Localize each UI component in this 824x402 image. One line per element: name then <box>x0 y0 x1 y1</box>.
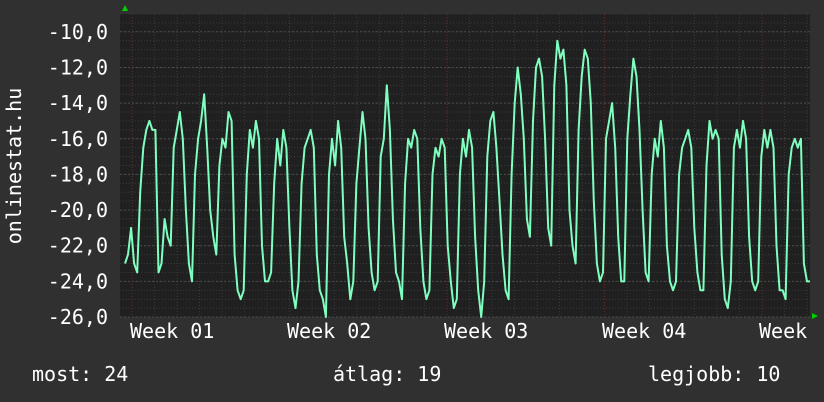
x-tick-label: Week 03 <box>444 319 528 343</box>
x-tick-label: Week 04 <box>602 319 686 343</box>
grid <box>120 13 810 318</box>
best-value: legjobb: 10 <box>648 362 781 386</box>
y-tick-label: -14,0 <box>48 91 108 115</box>
y-tick-label: -24,0 <box>48 269 108 293</box>
y-tick-label: -10,0 <box>48 20 108 44</box>
current-value: most: 24 <box>32 362 129 386</box>
y-axis-ticks: -10,0 -12,0 -14,0 -16,0 -18,0 -20,0 -22,0 -24,0… <box>48 20 108 329</box>
y-axis-label: onlinestat.hu <box>2 88 26 245</box>
y-tick-label: -16,0 <box>48 127 108 151</box>
y-tick-label: -26,0 <box>48 305 108 329</box>
x-tick-label: Week 01 <box>130 319 214 343</box>
y-tick-label: -22,0 <box>48 234 108 258</box>
series-layer <box>124 39 810 318</box>
y-axis-arrow <box>122 5 128 11</box>
x-tick-label: Week <box>759 319 807 343</box>
y-tick-label: -18,0 <box>48 162 108 186</box>
x-axis-ticks: Week 01 Week 02 Week 03 Week 04 Week <box>130 319 807 343</box>
x-tick-label: Week 02 <box>287 319 371 343</box>
axis-markers <box>122 5 818 319</box>
y-tick-label: -12,0 <box>48 56 108 80</box>
average-value: átlag: 19 <box>333 362 442 386</box>
series-line <box>124 39 810 318</box>
x-axis-arrow <box>812 313 818 319</box>
y-tick-label: -20,0 <box>48 198 108 222</box>
